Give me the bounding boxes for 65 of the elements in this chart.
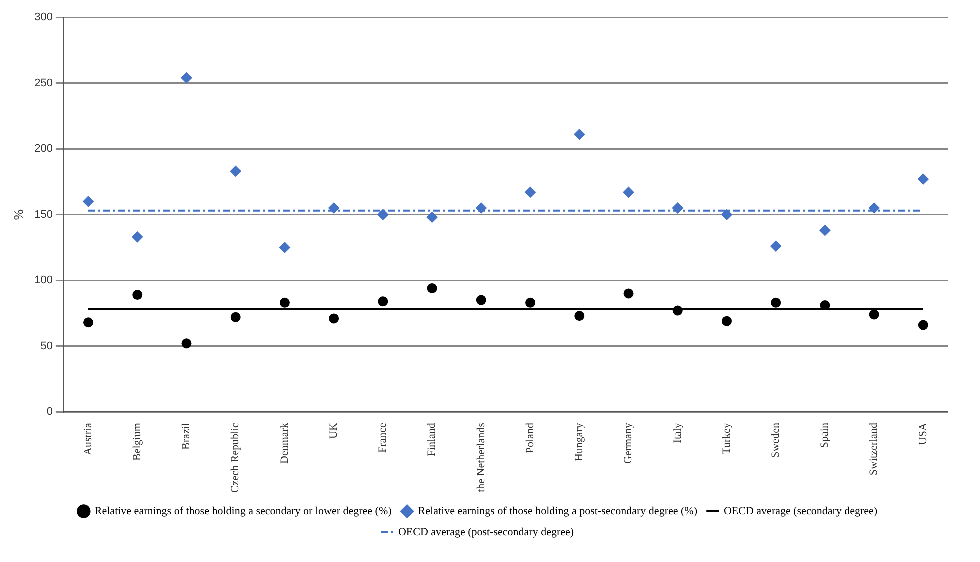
point xyxy=(378,209,389,220)
x-tick-label: the Netherlands xyxy=(475,423,488,492)
x-tick-label: Germany xyxy=(622,422,635,464)
point xyxy=(427,283,438,294)
point xyxy=(230,312,241,322)
point xyxy=(329,314,340,324)
x-tick-label: Poland xyxy=(524,422,536,454)
point xyxy=(672,202,684,214)
point xyxy=(525,186,536,198)
point xyxy=(230,166,242,177)
x-tick-label: Belgium xyxy=(132,422,144,461)
point xyxy=(624,288,634,299)
point xyxy=(771,298,782,308)
point xyxy=(378,296,388,307)
point xyxy=(132,232,144,243)
x-tick-label: Denmark xyxy=(278,422,291,464)
point xyxy=(83,196,94,208)
point xyxy=(721,209,732,220)
point xyxy=(182,338,192,349)
point xyxy=(280,298,290,308)
point xyxy=(574,129,586,140)
point xyxy=(869,310,880,320)
x-tick-label: Hungary xyxy=(574,422,586,462)
point xyxy=(820,225,831,236)
point xyxy=(526,298,536,308)
x-tick-label: France xyxy=(377,422,390,453)
x-tick-label: UK xyxy=(328,423,340,439)
point xyxy=(132,290,143,300)
x-tick-label: Italy xyxy=(672,422,684,444)
point xyxy=(279,242,290,254)
y-axis-title: % xyxy=(11,209,26,220)
x-tick-label: Sweden xyxy=(770,422,782,458)
x-tick-label: USA xyxy=(917,423,930,446)
point xyxy=(722,316,732,326)
point xyxy=(672,306,683,316)
x-tick-label: Finland xyxy=(426,422,438,457)
y-tick-label: 100 xyxy=(34,274,53,287)
legend-label: OECD average (secondary degree) xyxy=(724,505,878,518)
y-tick-label: 300 xyxy=(34,12,53,24)
y-tick-label: 150 xyxy=(34,208,53,221)
point xyxy=(476,202,487,214)
x-tick-label: Spain xyxy=(819,422,832,448)
legend-label: Relative earnings of those holding a secondary or lower degree (%) xyxy=(94,505,392,518)
point xyxy=(868,202,880,214)
point xyxy=(918,320,928,330)
point xyxy=(426,212,438,223)
point xyxy=(181,72,192,84)
x-tick-label: Switzerland xyxy=(868,422,880,476)
point xyxy=(770,240,782,252)
point xyxy=(328,202,340,214)
x-tick-label: Czech Republic xyxy=(230,422,242,494)
x-tick-label: Turkey xyxy=(720,422,733,454)
point xyxy=(623,186,634,198)
y-tick-label: 0 xyxy=(46,406,53,418)
point xyxy=(476,295,486,306)
y-tick-label: 250 xyxy=(34,77,53,90)
point xyxy=(574,311,585,322)
legend-label: Relative earnings of those holding a post-secondary degree (%) xyxy=(418,505,698,518)
x-tick-label: Austria xyxy=(82,422,94,456)
point xyxy=(918,174,929,185)
x-tick-label: Brazil xyxy=(180,423,193,450)
y-tick-label: 50 xyxy=(40,340,53,352)
point xyxy=(84,318,94,328)
legend-label: OECD average (post-secondary degree) xyxy=(398,526,574,538)
y-tick-label: 200 xyxy=(34,143,53,156)
